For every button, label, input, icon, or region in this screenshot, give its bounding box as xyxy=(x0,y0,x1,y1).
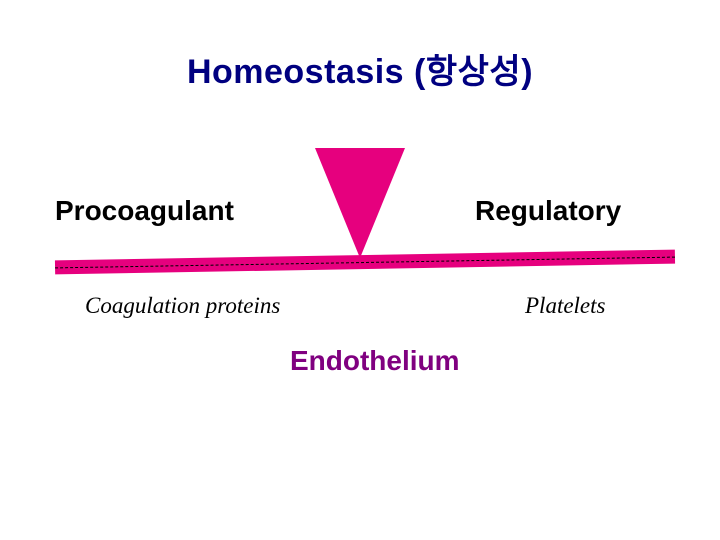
left-label-procoagulant: Procoagulant xyxy=(55,195,234,227)
diagram-stage: Homeostasis (항상성) Procoagulant Regulator… xyxy=(0,0,720,540)
right-sublabel-platelets: Platelets xyxy=(525,293,605,319)
left-sublabel-coagulation-proteins: Coagulation proteins xyxy=(85,293,280,319)
fulcrum-triangle xyxy=(315,148,405,258)
bottom-label-endothelium: Endothelium xyxy=(290,345,460,377)
page-title: Homeostasis (항상성) xyxy=(0,44,720,93)
right-label-regulatory: Regulatory xyxy=(475,195,621,227)
